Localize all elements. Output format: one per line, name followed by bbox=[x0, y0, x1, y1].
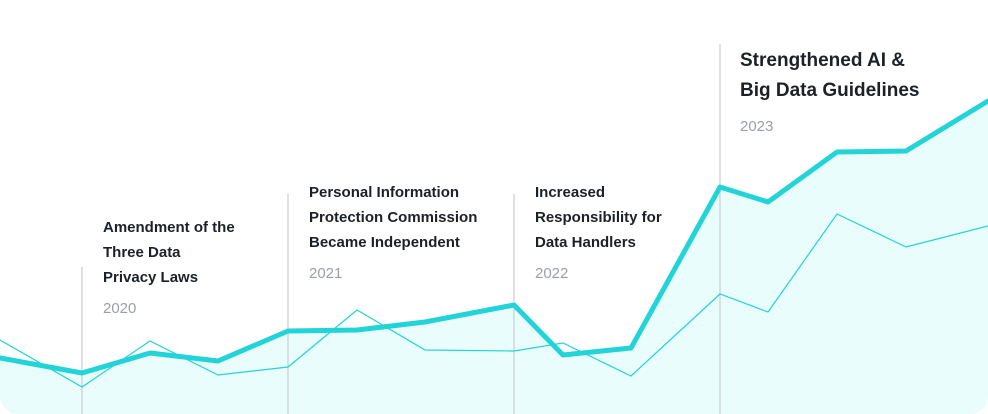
milestone-title: Strengthened AI & Big Data Guidelines bbox=[740, 50, 920, 101]
milestone-2023: Strengthened AI & Big Data Guidelines 20… bbox=[740, 46, 919, 135]
milestone-title: Personal Information Protection Commissi… bbox=[309, 184, 478, 251]
milestone-2022: Increased Responsibility for Data Handle… bbox=[535, 180, 662, 282]
milestone-title: Amendment of the Three Data Privacy Laws bbox=[103, 219, 235, 286]
area-fill bbox=[0, 101, 988, 414]
milestone-2021: Personal Information Protection Commissi… bbox=[309, 180, 477, 282]
milestone-year: 2023 bbox=[740, 118, 774, 135]
milestone-year: 2021 bbox=[309, 265, 343, 282]
milestone-2020: Amendment of the Three Data Privacy Laws… bbox=[103, 215, 235, 317]
primary-trend-line bbox=[0, 98, 988, 376]
milestone-year: 2022 bbox=[535, 265, 569, 282]
secondary-trend-line bbox=[0, 213, 988, 388]
milestone-year: 2020 bbox=[103, 300, 137, 317]
milestone-title: Increased Responsibility for Data Handle… bbox=[535, 184, 662, 251]
